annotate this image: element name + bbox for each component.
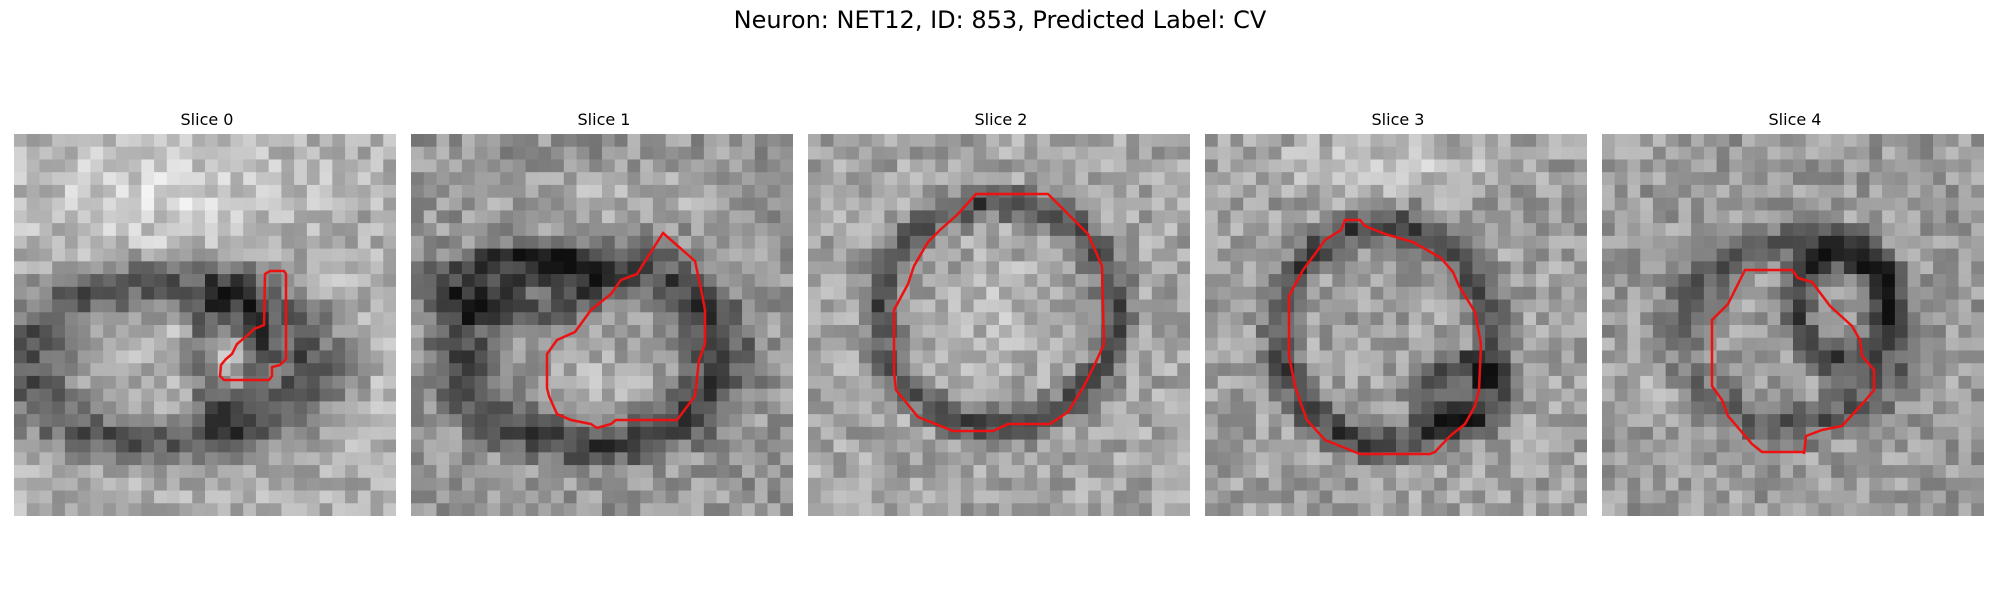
- slice-title: Slice 4: [1768, 110, 1822, 129]
- grayscale-micrograph: [808, 134, 1190, 516]
- segmentation-contour: [545, 231, 707, 430]
- slice-title: Slice 1: [577, 110, 631, 129]
- slice-title: Slice 2: [974, 110, 1028, 129]
- slice-title: Slice 0: [180, 110, 234, 129]
- slice-image: [1602, 134, 1984, 516]
- slice-panel-2: Slice 2: [808, 108, 1194, 516]
- slice-title: Slice 3: [1371, 110, 1425, 129]
- slice-image: [411, 134, 793, 516]
- slice-panel-3: Slice 3: [1205, 108, 1591, 516]
- slice-image: [1205, 134, 1587, 516]
- slice-panel-1: Slice 1: [411, 108, 797, 516]
- segmentation-contour: [218, 269, 288, 382]
- grayscale-micrograph: [411, 134, 793, 516]
- slice-panel-0: Slice 0: [14, 108, 400, 516]
- segmentation-contour: [892, 192, 1106, 433]
- slice-panel-4: Slice 4: [1602, 108, 1988, 516]
- grayscale-micrograph: [14, 134, 396, 516]
- slice-image: [14, 134, 396, 516]
- slice-image: [808, 134, 1190, 516]
- grayscale-micrograph: [1205, 134, 1587, 516]
- segmentation-contour: [1710, 268, 1876, 455]
- figure-title: Neuron: NET12, ID: 853, Predicted Label:…: [733, 6, 1267, 34]
- segmentation-contour: [1287, 218, 1483, 456]
- grayscale-micrograph: [1602, 134, 1984, 516]
